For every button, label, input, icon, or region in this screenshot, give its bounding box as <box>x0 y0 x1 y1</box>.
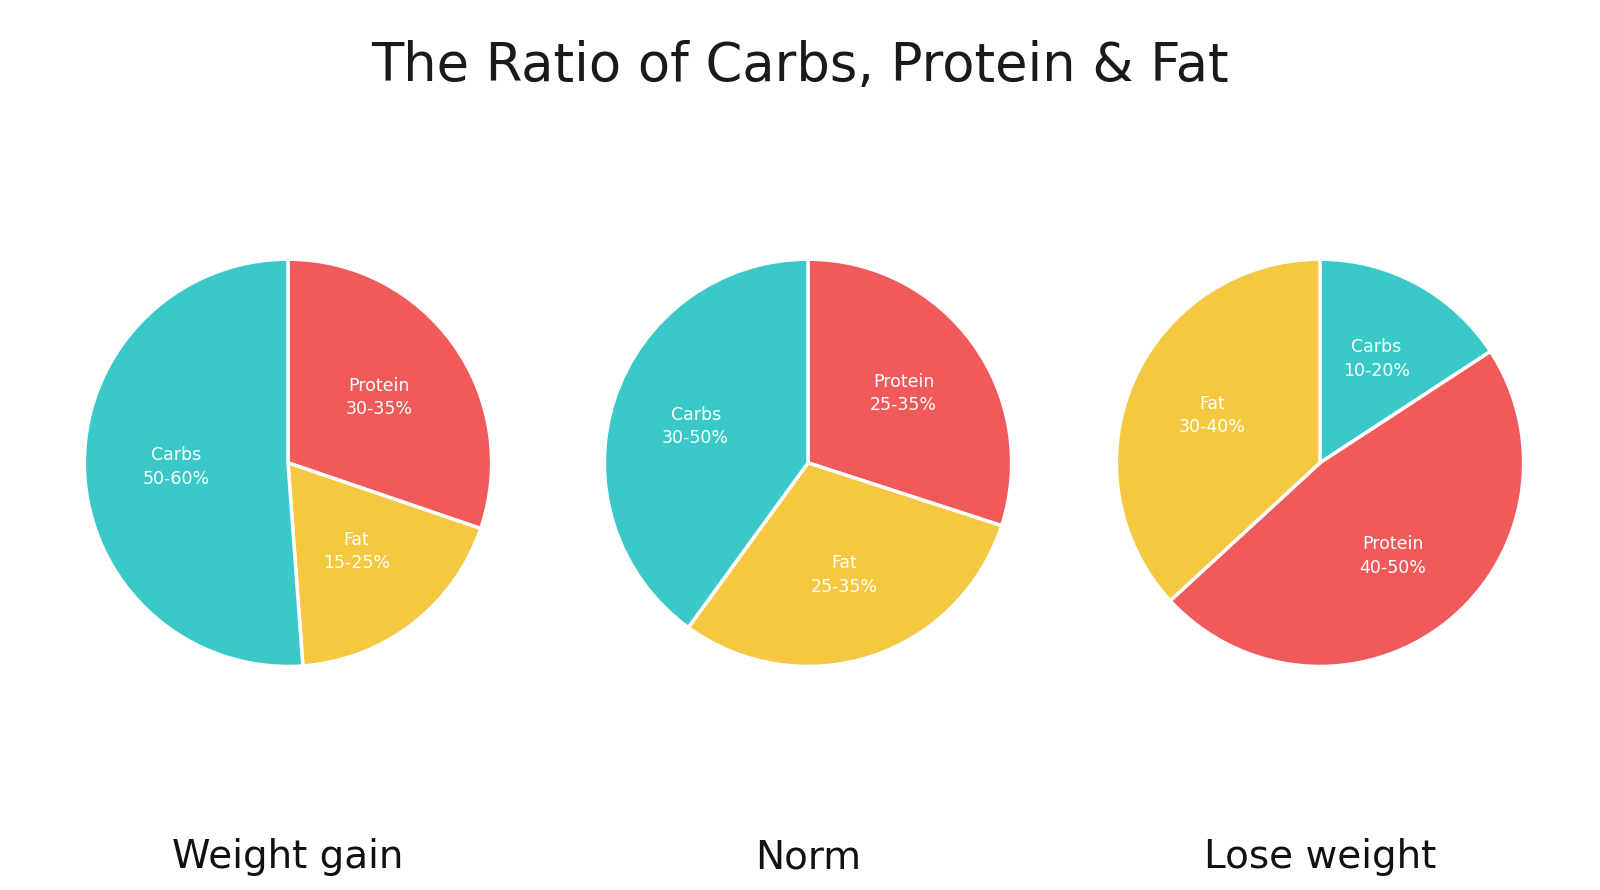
Text: Fat
15-25%: Fat 15-25% <box>323 530 390 572</box>
Text: ID 200509530  ©  Anttoniovitalievich: ID 200509530 © Anttoniovitalievich <box>1230 845 1568 862</box>
Wedge shape <box>85 259 302 667</box>
Text: dreamstime.com: dreamstime.com <box>32 845 184 862</box>
Text: The Ratio of Carbs, Protein & Fat: The Ratio of Carbs, Protein & Fat <box>371 40 1229 92</box>
Text: Protein
30-35%: Protein 30-35% <box>346 376 413 418</box>
Text: Protein
25-35%: Protein 25-35% <box>870 373 938 414</box>
Wedge shape <box>1320 259 1491 463</box>
Text: Carbs
10-20%: Carbs 10-20% <box>1342 338 1410 380</box>
Text: Weight gain: Weight gain <box>173 838 403 876</box>
Text: Carbs
50-60%: Carbs 50-60% <box>142 446 210 488</box>
Wedge shape <box>288 463 480 666</box>
Text: Fat
25-35%: Fat 25-35% <box>811 554 878 596</box>
Text: Protein
40-50%: Protein 40-50% <box>1358 535 1426 577</box>
Text: Lose weight: Lose weight <box>1203 838 1437 876</box>
Wedge shape <box>688 463 1002 667</box>
Wedge shape <box>1170 352 1523 667</box>
Wedge shape <box>1117 259 1320 601</box>
Wedge shape <box>605 259 808 627</box>
Wedge shape <box>288 259 491 529</box>
Text: Carbs
30-50%: Carbs 30-50% <box>662 406 730 447</box>
Text: Fat
30-40%: Fat 30-40% <box>1179 394 1245 436</box>
Wedge shape <box>808 259 1011 526</box>
Text: Norm: Norm <box>755 838 861 876</box>
